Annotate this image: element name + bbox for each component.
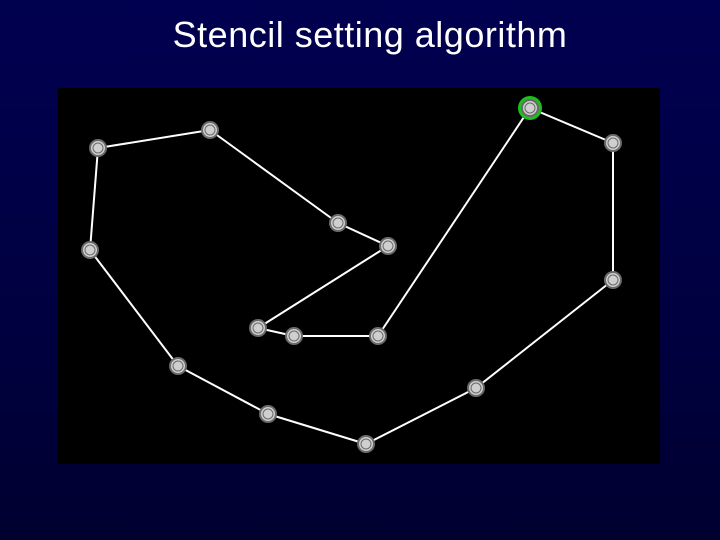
diagram-bg: [58, 88, 660, 464]
vertex: [202, 122, 218, 138]
vertex: [330, 215, 346, 231]
vertex: [90, 140, 106, 156]
vertex: [82, 242, 98, 258]
vertex: [370, 328, 386, 344]
vertex: [380, 238, 396, 254]
vertex: [605, 135, 621, 151]
vertex: [250, 320, 266, 336]
vertex: [522, 100, 538, 116]
diagram-panel: [58, 88, 660, 464]
vertex: [605, 272, 621, 288]
vertex: [468, 380, 484, 396]
vertex: [286, 328, 302, 344]
vertex: [260, 406, 276, 422]
page-title: Stencil setting algorithm: [0, 0, 720, 56]
vertex: [170, 358, 186, 374]
vertex: [358, 436, 374, 452]
polygon-diagram: [58, 88, 660, 464]
